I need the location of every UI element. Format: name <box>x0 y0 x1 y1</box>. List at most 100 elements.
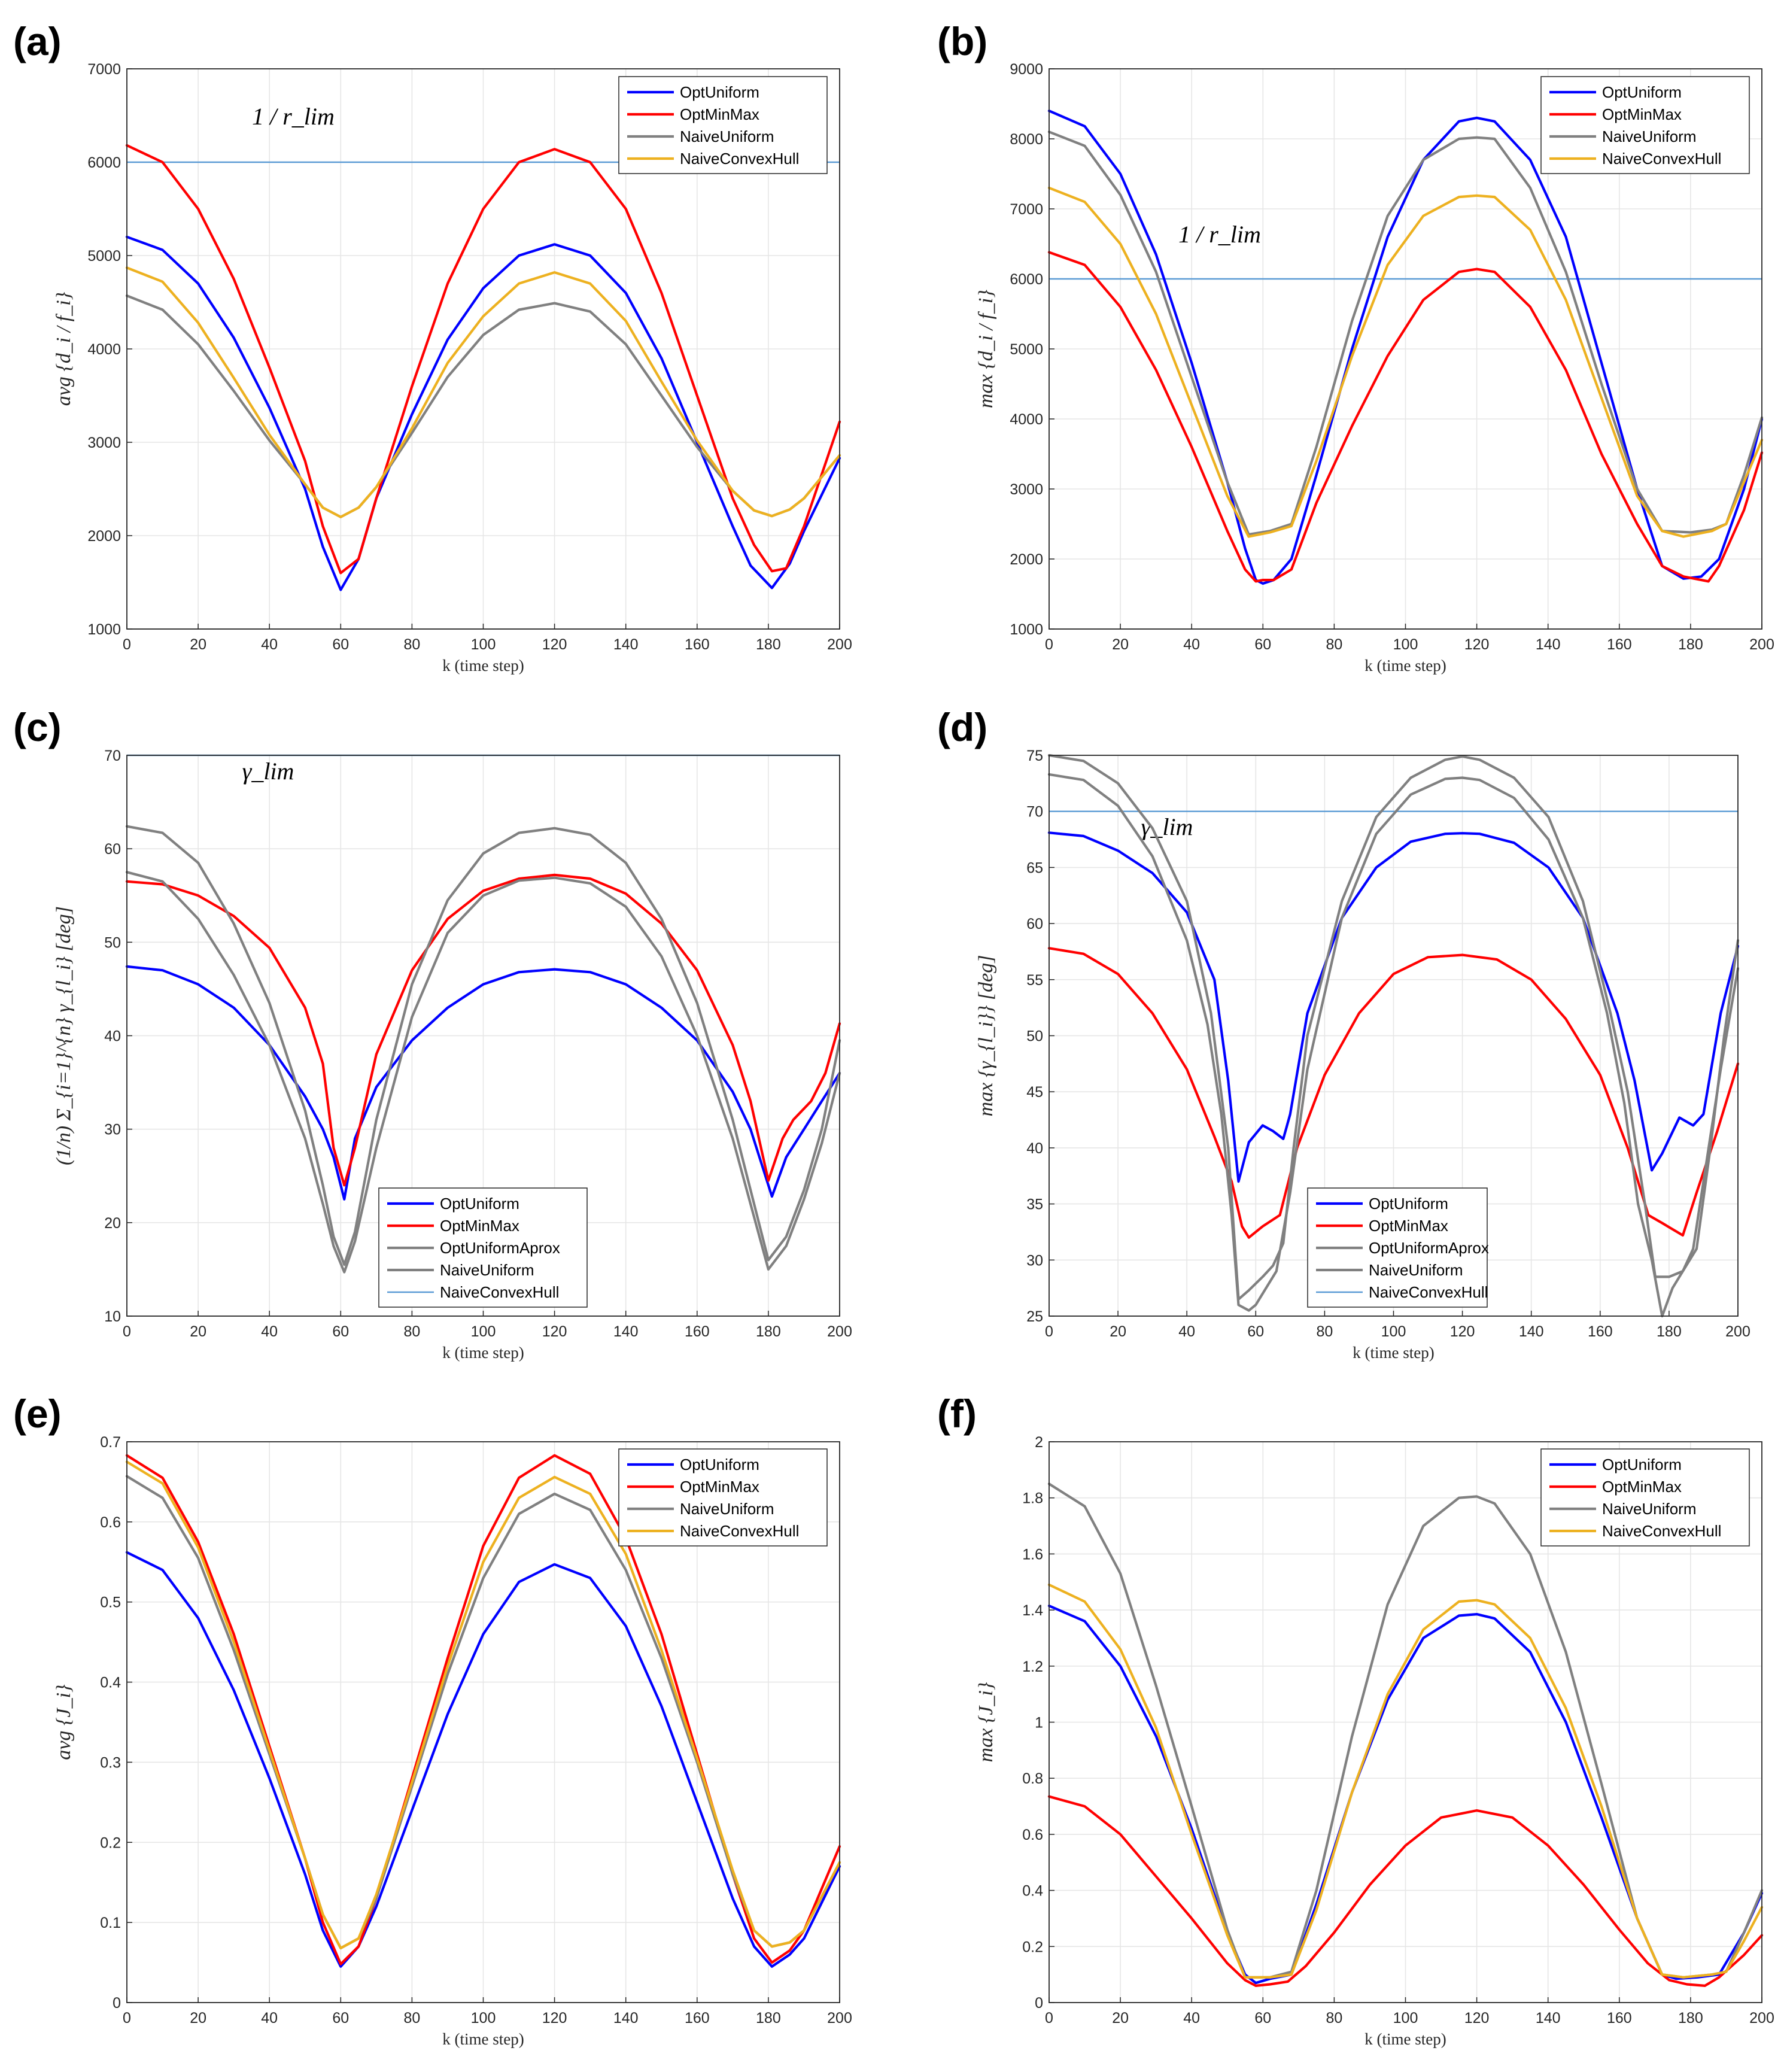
y-tick-label: 30 <box>1026 1252 1043 1269</box>
y-tick-label: 0.8 <box>1022 1770 1043 1787</box>
x-tick-label: 140 <box>613 636 639 653</box>
x-tick-label: 140 <box>613 1323 639 1340</box>
series-line-NaiveConvexHull <box>125 266 841 518</box>
x-tick-label: 40 <box>261 636 278 653</box>
series-line-NaiveUniform <box>1047 773 1740 1318</box>
x-tick-label: 0 <box>1045 1323 1053 1340</box>
legend-entry: NaiveUniform <box>680 1500 774 1518</box>
x-tick-label: 60 <box>332 1323 349 1340</box>
y-tick-label: 10 <box>104 1308 121 1325</box>
x-tick-label: 0 <box>123 1323 131 1340</box>
x-tick-label: 20 <box>1110 1323 1126 1340</box>
x-tick-label: 80 <box>403 636 420 653</box>
y-tick-label: 40 <box>1026 1140 1043 1157</box>
plot-frame <box>1049 1441 1762 2003</box>
legend-entry: OptMinMax <box>680 1478 759 1496</box>
x-tick-label: 120 <box>542 636 567 653</box>
x-tick-label: 120 <box>1464 636 1490 653</box>
y-tick-label: 5000 <box>1010 341 1043 358</box>
y-axis-title: max {J_i} <box>975 1682 997 1762</box>
y-tick-label: 0.6 <box>1022 1827 1043 1843</box>
y-axis-title: max {d_i / f_i} <box>975 290 997 409</box>
y-axis-title: avg {J_i} <box>53 1684 75 1760</box>
x-tick-label: 120 <box>1464 2010 1490 2027</box>
legend-entry: NaiveConvexHull <box>1602 1522 1721 1540</box>
chart-panel-3: (d) 0 20 40 60 80 100 120 140 160 180 200 25 30 35 40 45… <box>937 705 1750 1362</box>
x-tick-label: 200 <box>827 1323 852 1340</box>
panel-letter: (f) <box>937 1392 977 1436</box>
x-axis-title: k (time step) <box>442 657 524 675</box>
y-axis-title: max {γ_{l_i}} [deg] <box>975 955 997 1117</box>
chart-panel-2: (c) 0 20 40 60 80 100 120 140 160 180 200 10 20 30 40 50… <box>13 705 852 1362</box>
legend-entry: OptUniform <box>1602 83 1682 101</box>
y-tick-label: 0.4 <box>1022 1883 1043 1900</box>
series-line-NaiveConvexHull <box>125 1460 841 1950</box>
y-tick-label: 0.3 <box>100 1754 121 1771</box>
series-line-OptUniformAprox <box>125 871 841 1274</box>
legend-entry: NaiveUniform <box>1369 1261 1463 1279</box>
y-tick-label: 0.2 <box>1022 1939 1043 1955</box>
x-axis-title: k (time step) <box>1364 657 1446 675</box>
x-tick-label: 40 <box>261 2010 278 2027</box>
legend-entry: NaiveConvexHull <box>1369 1283 1488 1301</box>
x-tick-label: 180 <box>1657 1323 1682 1340</box>
y-tick-label: 0.1 <box>100 1915 121 1931</box>
legend-entry: OptMinMax <box>1369 1217 1448 1235</box>
x-tick-label: 80 <box>1326 636 1342 653</box>
series-line-OptUniform <box>1047 1605 1764 1985</box>
series-line-NaiveUniform <box>125 825 841 1266</box>
y-tick-label: 6000 <box>87 154 121 171</box>
legend-entry: OptUniform <box>1602 1456 1682 1474</box>
legend-entry: OptMinMax <box>1602 1478 1682 1496</box>
x-axis-title: k (time step) <box>1353 1344 1434 1362</box>
legend-entry: NaiveUniform <box>440 1261 534 1279</box>
legend: OptUniform OptMinMax OptUniformAprox NaiveU… <box>378 1187 588 1308</box>
x-tick-label: 100 <box>1393 2010 1418 2027</box>
x-axis-title: k (time step) <box>442 1344 524 1362</box>
series-line-OptUniform <box>125 235 841 591</box>
x-tick-label: 180 <box>756 1323 781 1340</box>
x-tick-label: 140 <box>1519 1323 1544 1340</box>
y-tick-label: 7000 <box>1010 201 1043 218</box>
y-tick-label: 0 <box>1035 1995 1043 2012</box>
y-tick-label: 1000 <box>87 621 121 638</box>
chart-panel-1: (b) 0 20 40 60 80 100 120 140 160 180 200 1000 2000 30… <box>937 19 1774 675</box>
x-tick-label: 100 <box>1393 636 1418 653</box>
panel-letter: (d) <box>937 705 987 749</box>
panel-letter: (e) <box>13 1392 62 1436</box>
x-tick-label: 160 <box>685 1323 710 1340</box>
series-line-NaiveConvexHull <box>1047 1583 1764 1979</box>
y-axis-title: avg {d_i / f_i} <box>53 291 75 406</box>
y-tick-label: 0.5 <box>100 1594 121 1611</box>
x-tick-label: 160 <box>1607 636 1632 653</box>
x-tick-label: 60 <box>1247 1323 1264 1340</box>
y-tick-label: 75 <box>1026 748 1043 764</box>
x-tick-label: 160 <box>685 2010 710 2027</box>
x-tick-label: 100 <box>1381 1323 1406 1340</box>
y-tick-label: 0.4 <box>100 1675 121 1691</box>
x-tick-label: 80 <box>1326 2010 1342 2027</box>
y-tick-label: 7000 <box>87 61 121 78</box>
x-tick-label: 100 <box>471 1323 496 1340</box>
x-tick-label: 200 <box>1725 1323 1750 1340</box>
y-tick-label: 1.6 <box>1022 1546 1043 1563</box>
x-tick-label: 80 <box>403 1323 420 1340</box>
y-tick-label: 30 <box>104 1122 121 1138</box>
legend: OptUniform OptMinMax OptUniformAprox NaiveU… <box>1307 1187 1489 1308</box>
x-tick-label: 0 <box>123 2010 131 2027</box>
y-tick-label: 1.4 <box>1022 1602 1043 1619</box>
y-tick-label: 1.8 <box>1022 1490 1043 1507</box>
y-tick-label: 70 <box>1026 804 1043 821</box>
legend-entry: OptUniformAprox <box>1369 1239 1489 1257</box>
y-tick-label: 35 <box>1026 1196 1043 1213</box>
y-tick-label: 0.6 <box>100 1514 121 1531</box>
y-tick-label: 20 <box>104 1215 121 1232</box>
y-tick-label: 8000 <box>1010 131 1043 148</box>
chart-panel-0: (a) 0 20 40 60 80 100 120 140 160 180 200 1000 2000 30… <box>13 19 852 675</box>
y-tick-label: 0.2 <box>100 1834 121 1851</box>
legend: OptUniform OptMinMax NaiveUniform NaiveConv… <box>1540 76 1750 174</box>
legend-entry: NaiveConvexHull <box>680 1522 799 1540</box>
x-tick-label: 160 <box>1607 2010 1632 2027</box>
x-tick-label: 120 <box>542 2010 567 2027</box>
